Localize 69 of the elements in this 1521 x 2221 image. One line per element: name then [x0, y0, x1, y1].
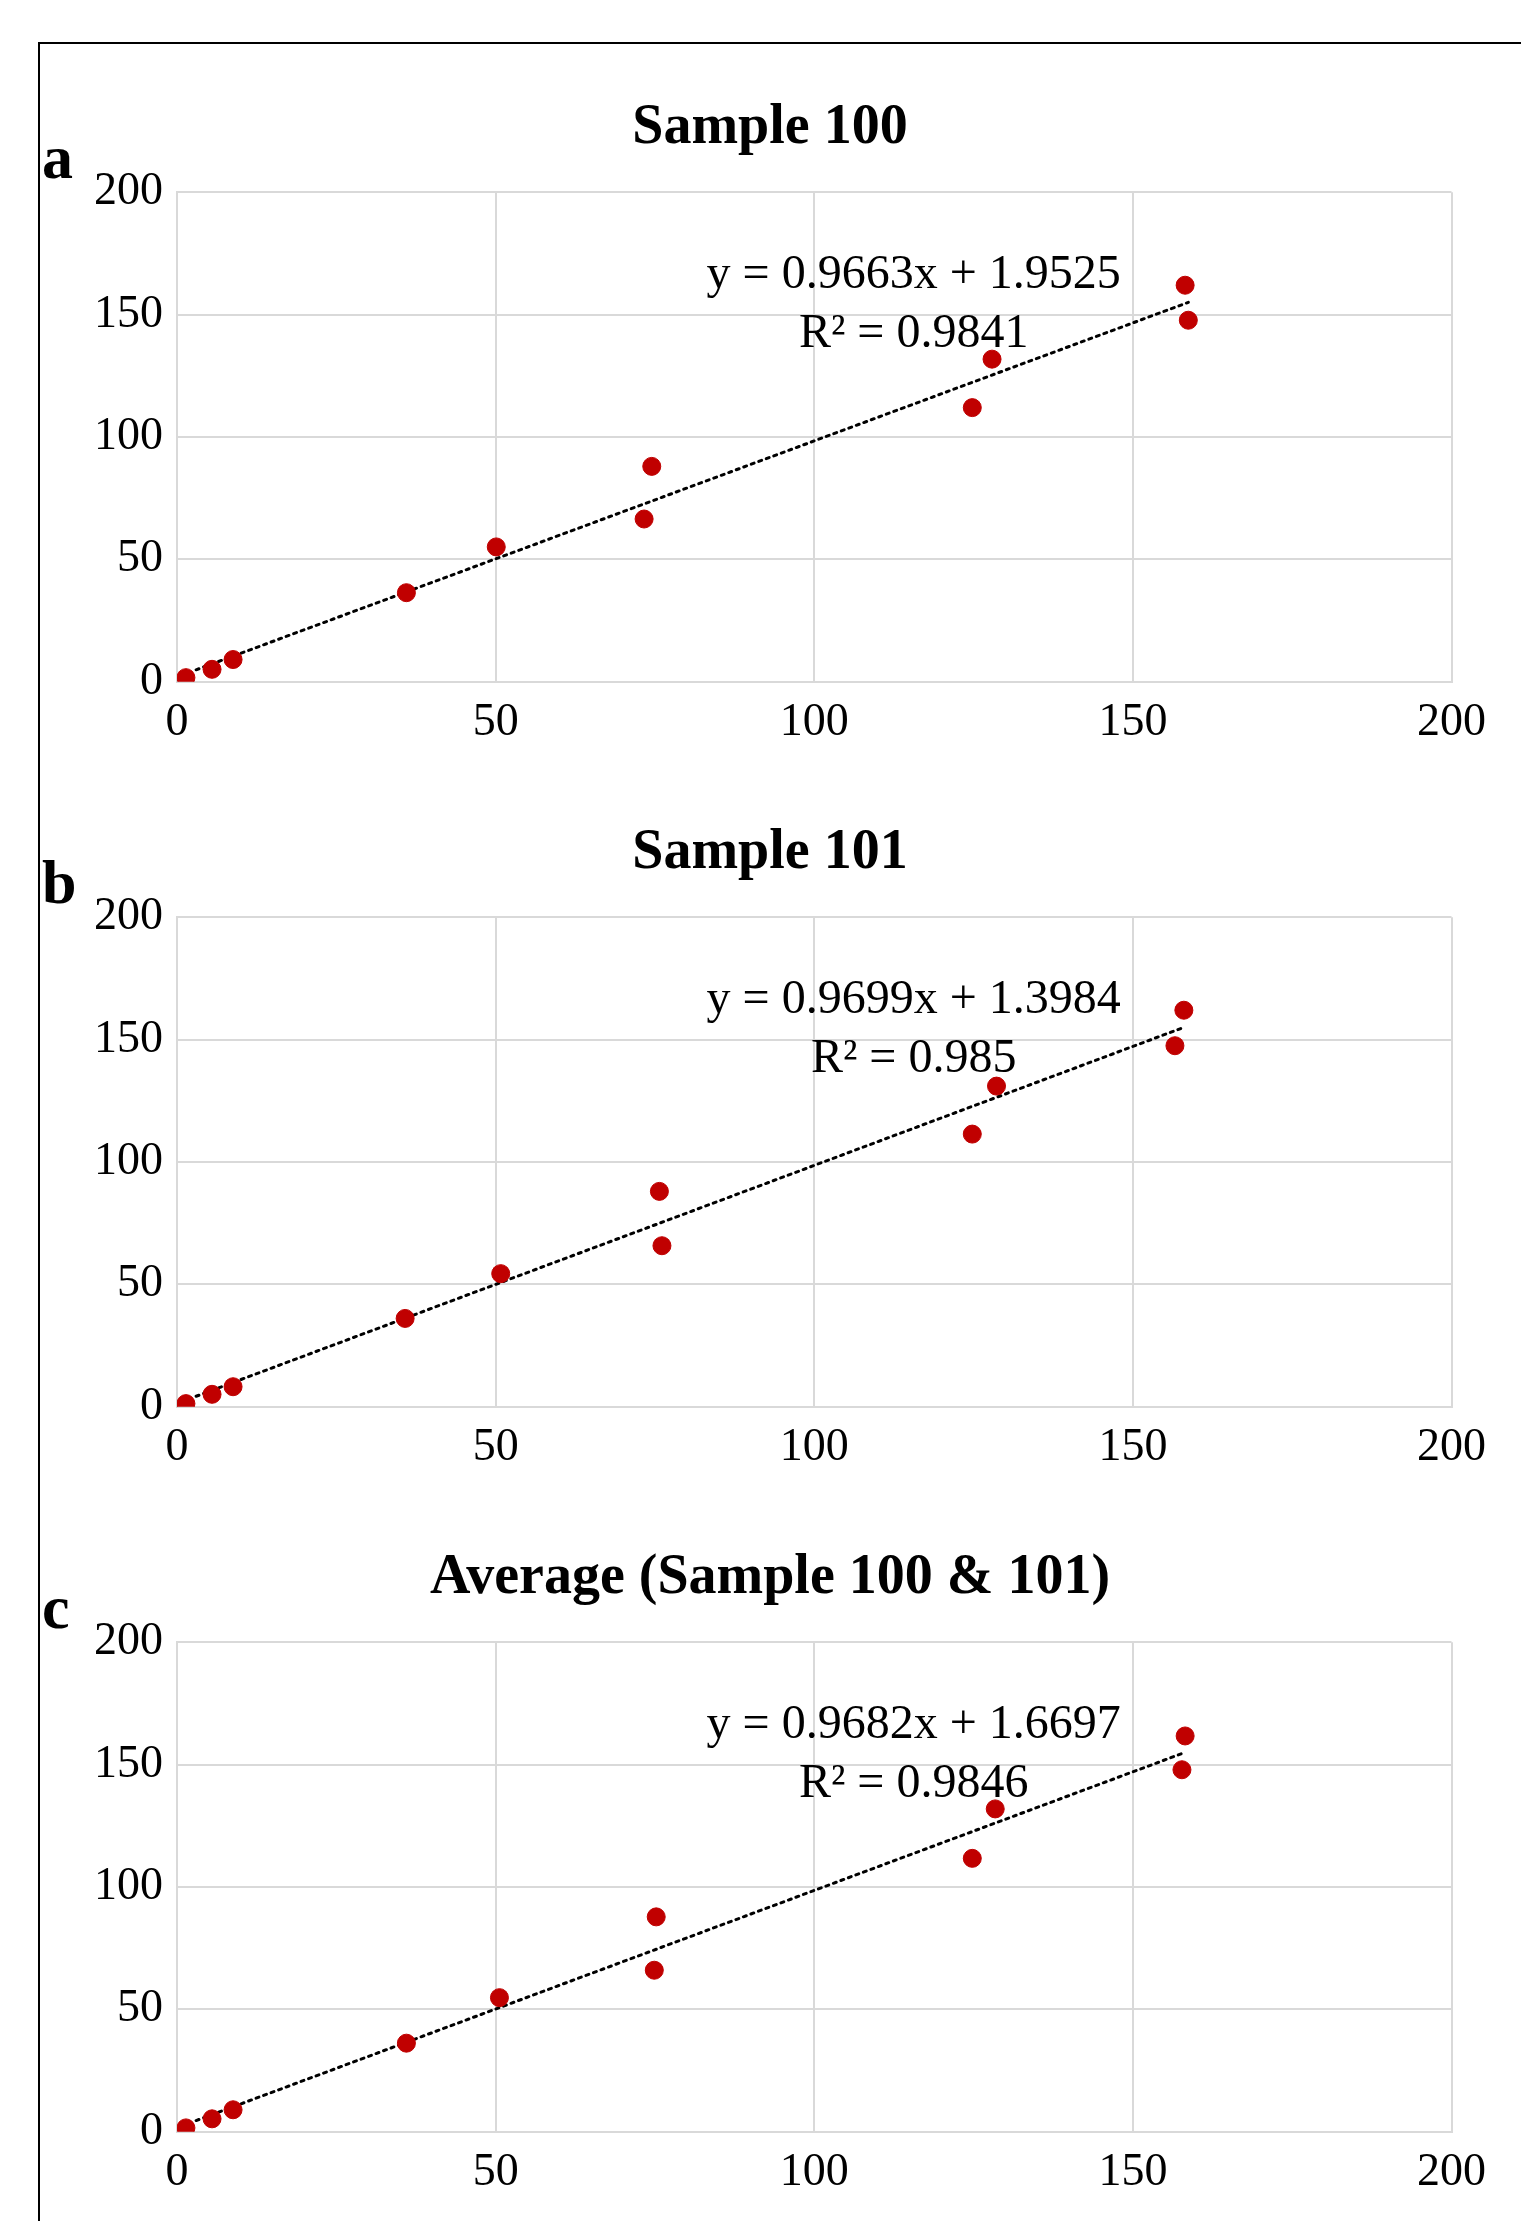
point	[646, 1907, 666, 1927]
y-tick-label: 200	[94, 888, 163, 940]
y-tick-label: 100	[94, 1133, 163, 1185]
y-tick-label: 0	[140, 2102, 163, 2154]
x-tick-label: 100	[779, 694, 849, 746]
y-tick-label: 50	[117, 1255, 163, 1307]
x-tick-label: 200	[1417, 1419, 1486, 1471]
point	[1178, 310, 1198, 330]
y-tick-label: 50	[117, 530, 163, 582]
point	[223, 2100, 243, 2120]
annotation: y = 0.9663x + 1.9525	[706, 245, 1121, 299]
x-tick-label: 100	[779, 2144, 849, 2196]
annotation: R² = 0.985	[810, 1028, 1017, 1082]
point	[1172, 1760, 1192, 1780]
text: c	[42, 1573, 70, 1642]
point	[202, 659, 222, 679]
point	[649, 1181, 669, 1201]
point	[1175, 1726, 1195, 1746]
point	[634, 509, 654, 529]
y-tick-label: 0	[140, 1377, 163, 1429]
x-tick-label: 50	[472, 2144, 519, 2196]
x-tick-label: 150	[1098, 1419, 1168, 1471]
annotation: y = 0.9699x + 1.3984	[706, 970, 1121, 1024]
point	[491, 1264, 511, 1284]
chart-title: Sample 101	[632, 818, 908, 881]
point	[489, 1988, 509, 2008]
y-tick-label: 150	[94, 1735, 163, 1787]
point	[202, 2109, 222, 2129]
point	[396, 2033, 416, 2053]
y-tick-label: 150	[94, 285, 163, 337]
y-tick-label: 200	[94, 1613, 163, 1665]
x-tick-label: 200	[1417, 2144, 1486, 2196]
point	[962, 398, 982, 418]
point	[486, 537, 506, 557]
y-tick-label: 50	[117, 1980, 163, 2032]
x-tick-label: 50	[472, 1419, 519, 1471]
text: b	[42, 848, 77, 917]
chart-title: Average (Sample 100 & 101)	[429, 1543, 1111, 1607]
x-tick-label: 50	[472, 694, 519, 746]
point	[644, 1960, 664, 1980]
y-tick-label: 100	[94, 1858, 163, 1910]
annotation: R² = 0.9846	[798, 1753, 1029, 1807]
annotation: y = 0.9682x + 1.6697	[706, 1695, 1121, 1749]
point	[202, 1384, 222, 1404]
x-tick-label: 200	[1417, 694, 1486, 746]
y-tick-label: 100	[94, 408, 163, 460]
annotation: R² = 0.9841	[798, 303, 1029, 357]
point	[395, 1308, 415, 1328]
text: a	[42, 123, 73, 192]
point	[652, 1236, 672, 1256]
point	[223, 650, 243, 670]
y-tick-label: 0	[140, 652, 163, 704]
point	[1165, 1036, 1185, 1056]
point	[962, 1124, 982, 1144]
point	[982, 349, 1002, 369]
point	[223, 1377, 243, 1397]
x-tick-label: 150	[1098, 694, 1168, 746]
point	[1174, 1000, 1194, 1020]
point	[642, 456, 662, 476]
y-tick-label: 150	[94, 1010, 163, 1062]
point	[1175, 275, 1195, 295]
x-tick-label: 150	[1098, 2144, 1168, 2196]
x-tick-label: 100	[779, 1419, 849, 1471]
point	[962, 1848, 982, 1868]
point	[987, 1076, 1006, 1096]
point	[985, 1799, 1005, 1819]
point	[396, 583, 416, 603]
chart-title: Sample 100	[632, 93, 908, 156]
y-tick-label: 200	[94, 163, 163, 215]
